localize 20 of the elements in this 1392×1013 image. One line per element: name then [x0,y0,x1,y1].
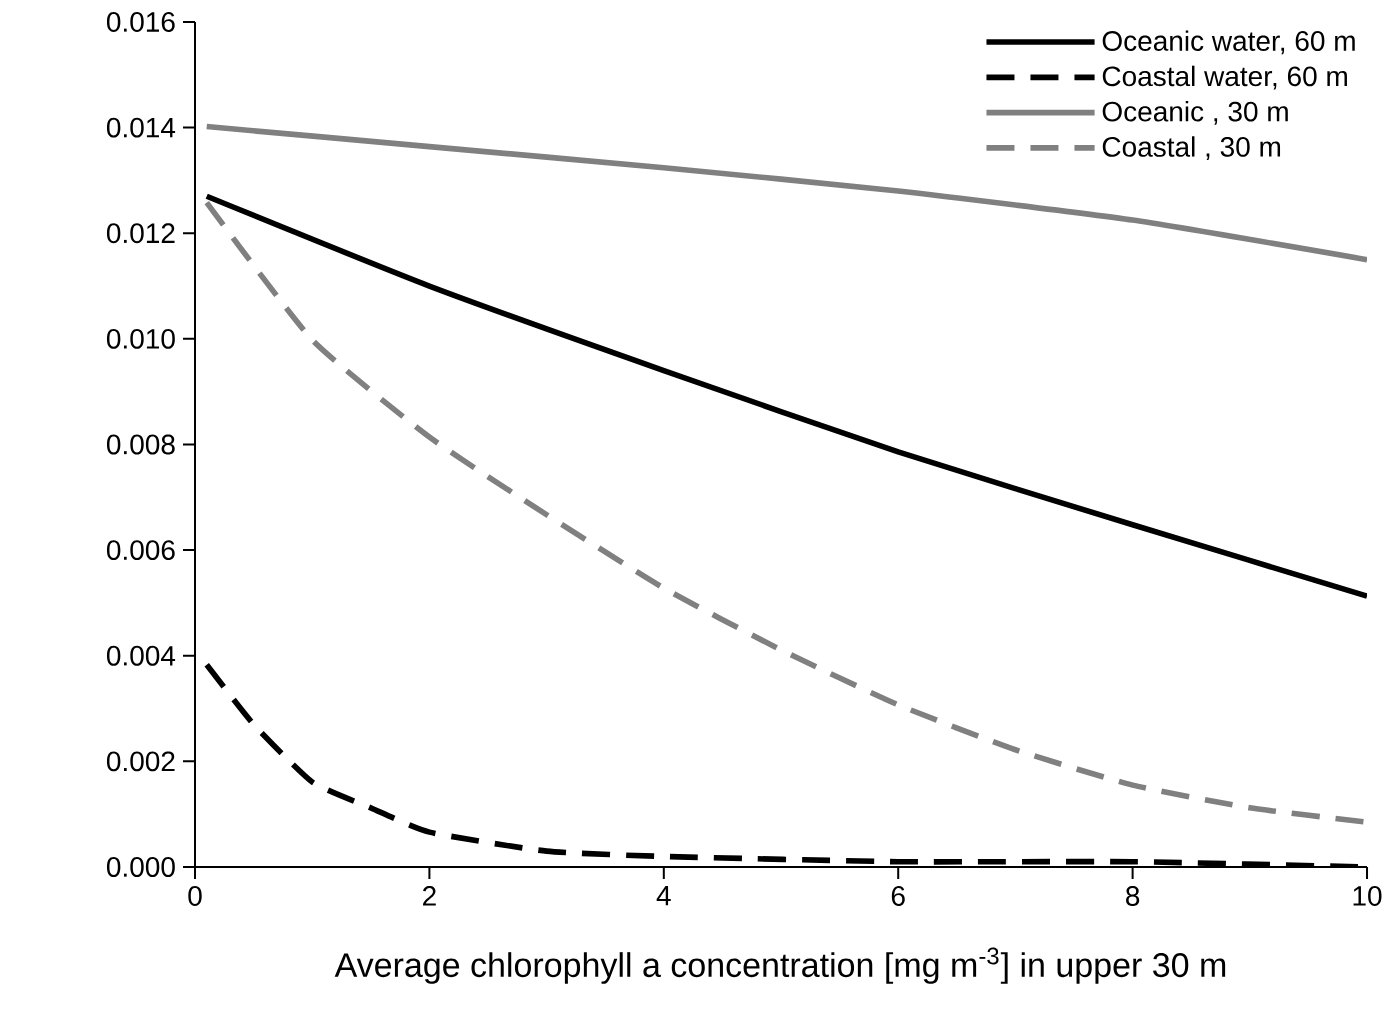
x-tick-label: 2 [423,886,436,906]
x-tick-label: 4 [656,886,671,906]
legend-label: Oceanic water, 60 m [1102,30,1355,55]
y-tick-label: 0.016 [106,12,175,32]
y-tick-label: 0.010 [106,328,175,349]
x-axis-title: Average chlorophyll a concentration [mg m$^{-3}$] in upper 30 m [334,947,1226,984]
legend-label: Oceanic , 30 m [1102,100,1288,125]
legend-label: Coastal , 30 m [1102,136,1281,161]
y-tick-label: 0.002 [106,751,175,772]
y-tick-label: 0.014 [106,117,176,138]
x-tick-label: 8 [1126,886,1140,906]
y-tick-label: 0.012 [106,223,175,244]
legend-label: Coastal water, 60 m [1102,65,1347,90]
x-tick-label: 0 [188,886,202,906]
y-tick-label: 0.006 [106,540,175,561]
x-tick-label: 6 [891,886,905,906]
y-tick-label: 0.008 [106,434,175,455]
x-tick-label: 10 [1353,886,1382,906]
y-tick-label: 0.004 [106,645,176,666]
y-tick-label: 0.000 [106,857,175,877]
